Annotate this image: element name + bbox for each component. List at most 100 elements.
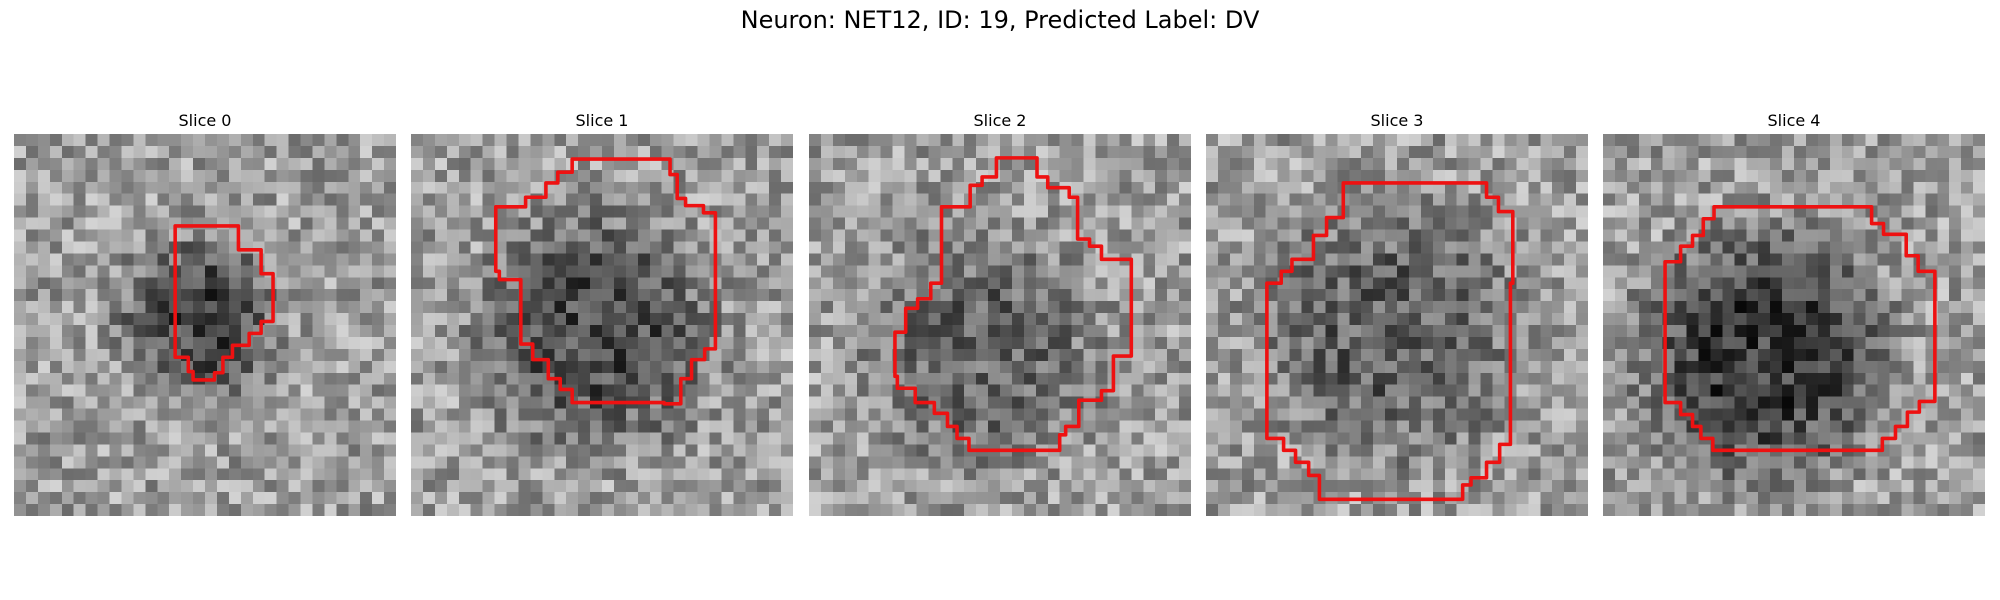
pixel: [348, 265, 361, 278]
pixel: [530, 480, 543, 493]
pixel: [1552, 169, 1565, 182]
pixel: [518, 360, 531, 373]
pixel: [1385, 444, 1398, 457]
pixel: [411, 134, 424, 147]
pixel: [181, 504, 194, 516]
pixel: [733, 313, 746, 326]
pixel: [602, 205, 615, 218]
pixel: [14, 313, 27, 326]
pixel: [312, 265, 325, 278]
pixel: [809, 277, 822, 290]
pixel: [952, 468, 965, 481]
pixel: [781, 229, 793, 242]
pixel: [324, 432, 337, 445]
pixel: [781, 169, 793, 182]
pixel: [97, 504, 110, 516]
pixel: [1313, 145, 1326, 159]
pixel: [1095, 229, 1108, 242]
pixel: [1564, 277, 1577, 290]
pixel: [1206, 372, 1219, 385]
pixel: [482, 432, 495, 445]
pixel: [1432, 420, 1445, 433]
pixel: [1973, 253, 1985, 266]
pixel: [625, 193, 639, 206]
pixel: [360, 360, 373, 373]
pixel: [216, 181, 230, 194]
pixel: [940, 134, 953, 147]
pixel: [1023, 134, 1037, 147]
pixel: [1686, 444, 1699, 457]
pixel: [1492, 360, 1505, 373]
pixel: [566, 145, 579, 159]
pixel: [952, 325, 965, 338]
pixel: [1253, 444, 1266, 457]
pixel: [781, 396, 793, 409]
pixel: [145, 134, 158, 147]
pixel: [446, 456, 459, 469]
pixel: [1973, 181, 1985, 194]
pixel: [1889, 360, 1902, 373]
pixel: [952, 253, 965, 266]
pixel: [446, 157, 459, 171]
pixel: [109, 181, 122, 194]
pixel: [1047, 384, 1060, 397]
pixel: [1119, 145, 1132, 159]
pixel: [1456, 396, 1469, 409]
pixel: [1603, 432, 1616, 445]
pixel: [372, 456, 385, 469]
pixel: [1155, 193, 1168, 206]
pixel: [1468, 396, 1481, 409]
pixel: [1206, 468, 1219, 481]
pixel: [506, 492, 519, 505]
pixel: [892, 396, 905, 409]
pixel: [458, 193, 471, 206]
pixel: [542, 145, 555, 159]
pixel: [1361, 241, 1374, 254]
pixel: [685, 193, 698, 206]
pixel: [1011, 432, 1025, 445]
pixel: [49, 289, 62, 302]
pixel: [530, 456, 543, 469]
pixel: [868, 444, 881, 457]
pixel: [1131, 456, 1144, 469]
pixel: [1734, 241, 1747, 254]
pixel: [411, 265, 424, 278]
pixel: [216, 456, 230, 469]
pixel: [1528, 420, 1541, 433]
pixel: [1301, 504, 1314, 516]
pixel: [109, 420, 122, 433]
pixel: [844, 408, 857, 421]
pixel: [411, 253, 424, 266]
pixel: [1794, 229, 1807, 242]
pixel: [1576, 504, 1588, 516]
pixel: [1746, 301, 1759, 314]
pixel: [1492, 289, 1505, 302]
pixel: [856, 217, 869, 230]
pixel: [649, 229, 662, 242]
pixel: [276, 253, 289, 266]
pixel: [733, 277, 746, 290]
pixel: [1107, 181, 1120, 194]
pixel: [1817, 134, 1831, 147]
pixel: [264, 193, 277, 206]
pixel: [37, 157, 51, 171]
pixel: [384, 348, 396, 362]
pixel: [661, 145, 674, 159]
pixel: [1361, 444, 1374, 457]
pixel: [1901, 301, 1914, 314]
pixel: [240, 313, 253, 326]
pixel: [216, 193, 230, 206]
pixel: [928, 504, 941, 516]
pixel: [757, 193, 770, 206]
pixel: [264, 325, 277, 338]
pixel: [1853, 181, 1866, 194]
pixel: [360, 384, 373, 397]
pixel: [1265, 241, 1278, 254]
pixel: [1722, 313, 1735, 326]
pixel: [1937, 384, 1950, 397]
pixel: [1638, 336, 1651, 350]
pixel: [25, 265, 39, 278]
pixel: [554, 289, 567, 302]
pixel: [1853, 229, 1866, 242]
pixel: [1456, 325, 1469, 338]
